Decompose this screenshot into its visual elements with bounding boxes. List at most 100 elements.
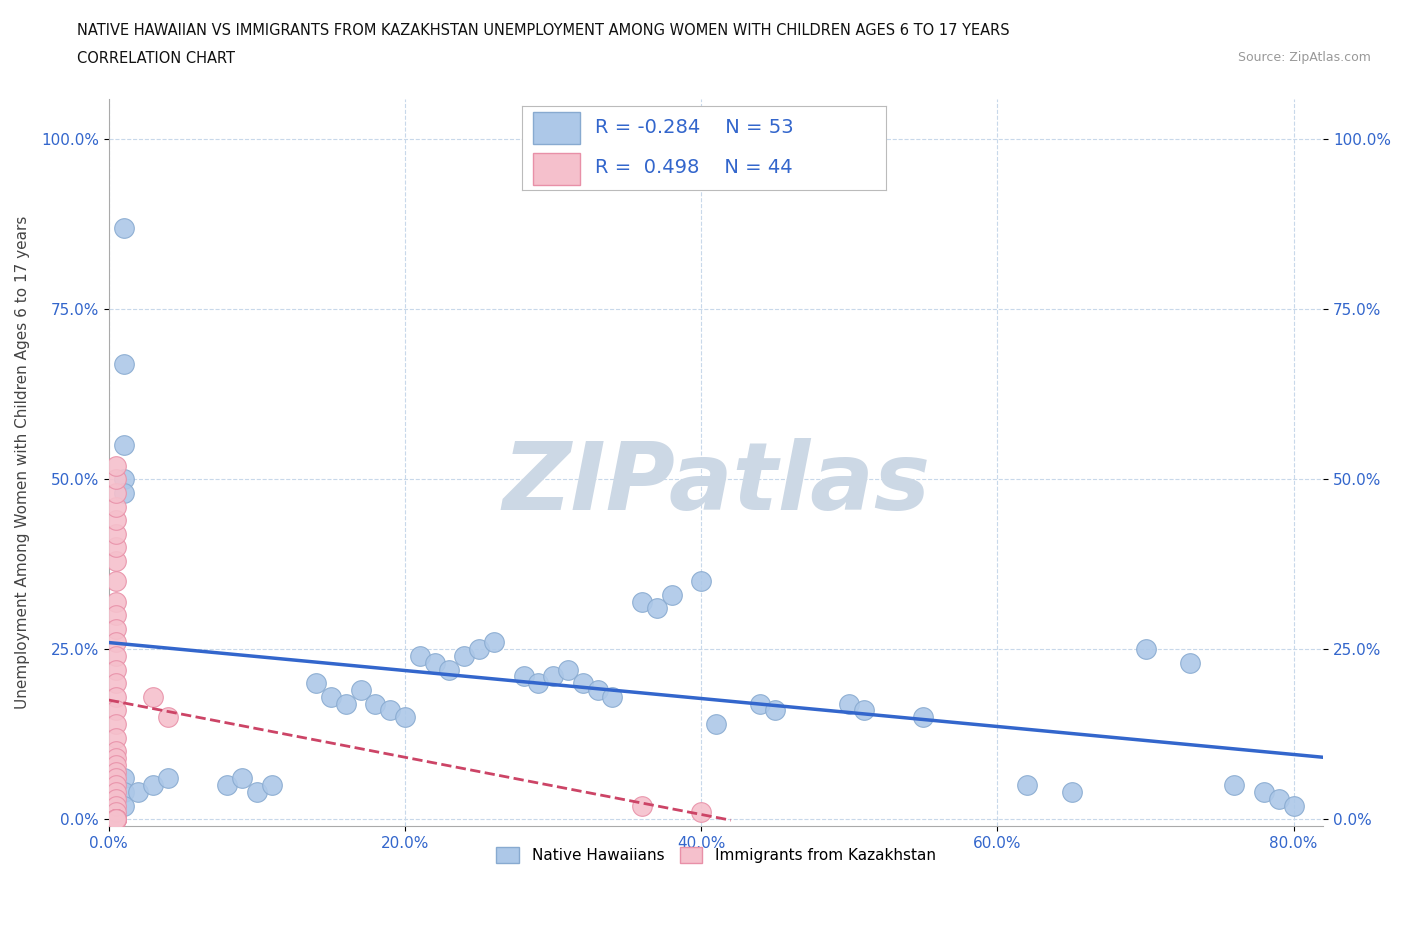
Native Hawaiians [349, 683, 371, 698]
Immigrants from Kazakhstan [105, 812, 128, 827]
Native Hawaiians [335, 697, 357, 711]
Immigrants from Kazakhstan [105, 574, 128, 589]
Immigrants from Kazakhstan [105, 635, 128, 650]
Native Hawaiians [661, 588, 683, 603]
Native Hawaiians [112, 220, 135, 235]
Native Hawaiians [112, 771, 135, 786]
Native Hawaiians [453, 648, 475, 663]
Native Hawaiians [468, 642, 491, 657]
Immigrants from Kazakhstan [105, 791, 128, 806]
Text: ZIPatlas: ZIPatlas [502, 438, 931, 530]
Native Hawaiians [704, 717, 727, 732]
Immigrants from Kazakhstan [105, 798, 128, 813]
Native Hawaiians [763, 703, 786, 718]
Text: NATIVE HAWAIIAN VS IMMIGRANTS FROM KAZAKHSTAN UNEMPLOYMENT AMONG WOMEN WITH CHIL: NATIVE HAWAIIAN VS IMMIGRANTS FROM KAZAK… [77, 23, 1010, 38]
Native Hawaiians [364, 697, 387, 711]
Native Hawaiians [541, 669, 564, 684]
Native Hawaiians [112, 485, 135, 500]
Immigrants from Kazakhstan [105, 812, 128, 827]
Native Hawaiians [602, 689, 624, 704]
Legend: Native Hawaiians, Immigrants from Kazakhstan: Native Hawaiians, Immigrants from Kazakh… [491, 841, 942, 870]
Immigrants from Kazakhstan [105, 812, 128, 827]
Immigrants from Kazakhstan [105, 757, 128, 772]
Immigrants from Kazakhstan [105, 540, 128, 555]
Native Hawaiians [231, 771, 253, 786]
Immigrants from Kazakhstan [157, 710, 180, 724]
Native Hawaiians [157, 771, 180, 786]
Immigrants from Kazakhstan [105, 812, 128, 827]
Native Hawaiians [246, 785, 269, 800]
Immigrants from Kazakhstan [105, 485, 128, 500]
Immigrants from Kazakhstan [105, 499, 128, 514]
Immigrants from Kazakhstan [105, 608, 128, 623]
Native Hawaiians [319, 689, 342, 704]
Immigrants from Kazakhstan [105, 553, 128, 568]
Immigrants from Kazakhstan [105, 717, 128, 732]
Native Hawaiians [305, 676, 328, 691]
Native Hawaiians [557, 662, 579, 677]
Native Hawaiians [645, 601, 668, 616]
Native Hawaiians [127, 785, 149, 800]
Immigrants from Kazakhstan [105, 812, 128, 827]
Immigrants from Kazakhstan [105, 689, 128, 704]
Immigrants from Kazakhstan [105, 812, 128, 827]
Immigrants from Kazakhstan [631, 798, 654, 813]
Native Hawaiians [217, 777, 239, 792]
Immigrants from Kazakhstan [105, 594, 128, 609]
Native Hawaiians [439, 662, 461, 677]
Immigrants from Kazakhstan [105, 648, 128, 663]
Immigrants from Kazakhstan [105, 458, 128, 473]
Native Hawaiians [527, 676, 550, 691]
Native Hawaiians [512, 669, 534, 684]
Immigrants from Kazakhstan [105, 526, 128, 541]
Immigrants from Kazakhstan [105, 676, 128, 691]
Immigrants from Kazakhstan [690, 805, 713, 820]
Native Hawaiians [423, 656, 446, 671]
Native Hawaiians [112, 438, 135, 453]
Native Hawaiians [1268, 791, 1291, 806]
Immigrants from Kazakhstan [105, 812, 128, 827]
Immigrants from Kazakhstan [105, 812, 128, 827]
Immigrants from Kazakhstan [105, 764, 128, 779]
Immigrants from Kazakhstan [105, 621, 128, 636]
Native Hawaiians [409, 648, 432, 663]
Native Hawaiians [394, 710, 416, 724]
Immigrants from Kazakhstan [105, 812, 128, 827]
Native Hawaiians [586, 683, 609, 698]
Immigrants from Kazakhstan [142, 689, 165, 704]
Immigrants from Kazakhstan [105, 805, 128, 820]
Native Hawaiians [112, 798, 135, 813]
Native Hawaiians [631, 594, 654, 609]
Native Hawaiians [482, 635, 505, 650]
Immigrants from Kazakhstan [105, 703, 128, 718]
Native Hawaiians [690, 574, 713, 589]
Native Hawaiians [571, 676, 593, 691]
Native Hawaiians [853, 703, 876, 718]
Native Hawaiians [1178, 656, 1201, 671]
Native Hawaiians [112, 472, 135, 486]
Immigrants from Kazakhstan [105, 730, 128, 745]
Native Hawaiians [260, 777, 283, 792]
Immigrants from Kazakhstan [105, 751, 128, 765]
Immigrants from Kazakhstan [105, 771, 128, 786]
Native Hawaiians [749, 697, 772, 711]
Native Hawaiians [1060, 785, 1083, 800]
Native Hawaiians [1282, 798, 1305, 813]
Immigrants from Kazakhstan [105, 785, 128, 800]
Immigrants from Kazakhstan [105, 812, 128, 827]
Native Hawaiians [912, 710, 935, 724]
Native Hawaiians [380, 703, 402, 718]
Text: Source: ZipAtlas.com: Source: ZipAtlas.com [1237, 51, 1371, 64]
Native Hawaiians [112, 785, 135, 800]
Text: CORRELATION CHART: CORRELATION CHART [77, 51, 235, 66]
Immigrants from Kazakhstan [105, 777, 128, 792]
Immigrants from Kazakhstan [105, 472, 128, 486]
Immigrants from Kazakhstan [105, 662, 128, 677]
Native Hawaiians [112, 356, 135, 371]
Native Hawaiians [1223, 777, 1246, 792]
Native Hawaiians [1253, 785, 1275, 800]
Native Hawaiians [1135, 642, 1157, 657]
Immigrants from Kazakhstan [105, 744, 128, 759]
Y-axis label: Unemployment Among Women with Children Ages 6 to 17 years: Unemployment Among Women with Children A… [15, 216, 30, 709]
Native Hawaiians [1015, 777, 1038, 792]
